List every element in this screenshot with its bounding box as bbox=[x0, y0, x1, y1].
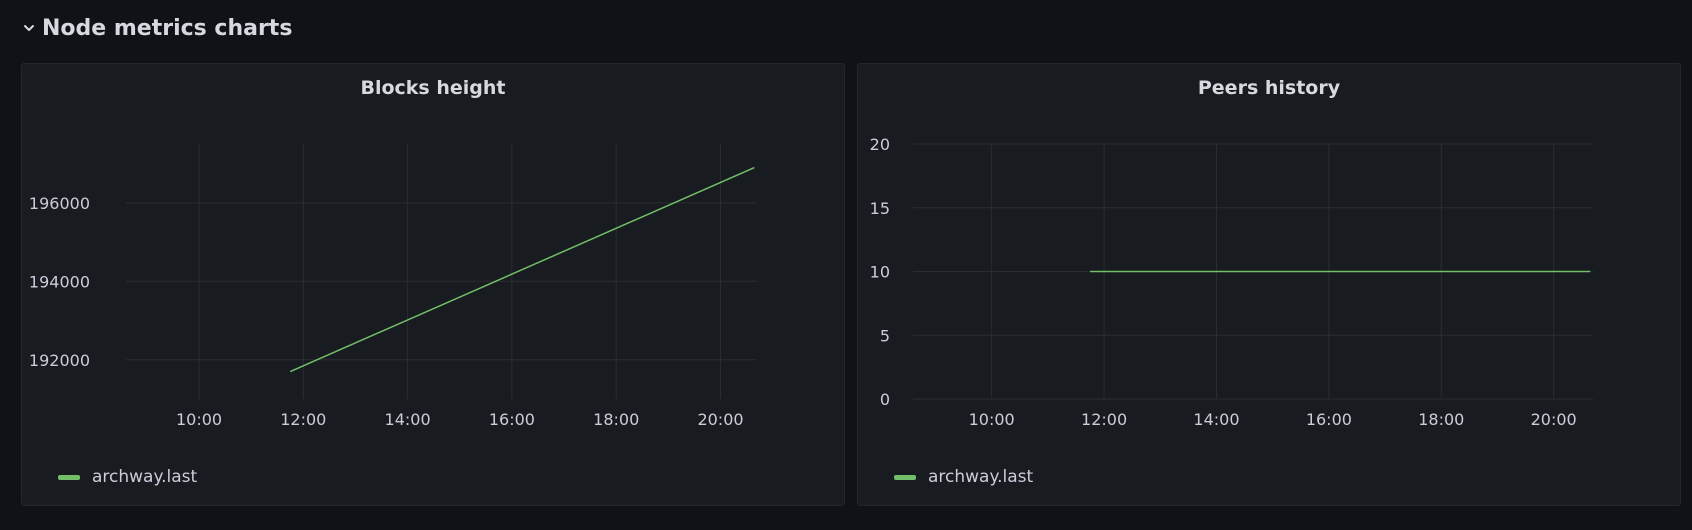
legend-label: archway.last bbox=[92, 467, 198, 487]
legend-label: archway.last bbox=[928, 467, 1034, 487]
legend-swatch bbox=[58, 474, 80, 480]
x-tick-label: 16:00 bbox=[489, 410, 535, 429]
x-tick-label: 20:00 bbox=[1531, 410, 1577, 429]
series-line bbox=[289, 166, 755, 373]
y-tick-label: 15 bbox=[870, 199, 890, 218]
x-tick-label: 12:00 bbox=[1081, 410, 1127, 429]
y-tick-label: 10 bbox=[870, 263, 890, 282]
y-tick-label: 0 bbox=[880, 390, 890, 409]
x-tick-label: 14:00 bbox=[1193, 410, 1239, 429]
row-collapse-toggle[interactable]: Node metrics charts bbox=[22, 12, 292, 44]
panel-peers-history[interactable]: Peers history 10:00 12:00 14:00 16:00 18:00 2… bbox=[857, 63, 1681, 506]
peers-history-chart: 10:00 12:00 14:00 16:00 18:00 20:00 0 5 10 15 20 bbox=[870, 135, 1593, 429]
x-tick-label: 18:00 bbox=[593, 410, 639, 429]
x-tick-label: 20:00 bbox=[697, 410, 743, 429]
y-tick-label: 5 bbox=[880, 326, 890, 345]
y-tick-label: 194000 bbox=[29, 272, 90, 291]
x-tick-label: 12:00 bbox=[280, 410, 326, 429]
x-tick-label: 10:00 bbox=[969, 410, 1015, 429]
row-title: Node metrics charts bbox=[42, 15, 293, 41]
x-tick-label: 16:00 bbox=[1306, 410, 1352, 429]
x-tick-label: 10:00 bbox=[176, 410, 222, 429]
panel-blocks-height[interactable]: Blocks height 10:00 12:00 14:00 16:00 18:00 2… bbox=[21, 63, 845, 506]
chevron-down-icon bbox=[24, 25, 34, 31]
legend-item[interactable]: archway.last bbox=[894, 467, 1033, 487]
blocks-height-chart: 10:00 12:00 14:00 16:00 18:00 20:00 192000 1940… bbox=[29, 144, 757, 429]
y-tick-label: 192000 bbox=[29, 351, 90, 370]
y-tick-label: 196000 bbox=[29, 194, 90, 213]
panel-title[interactable]: Blocks height bbox=[360, 77, 506, 99]
legend-swatch bbox=[894, 474, 916, 480]
y-tick-label: 20 bbox=[870, 135, 890, 154]
panel-title[interactable]: Peers history bbox=[1197, 77, 1341, 99]
x-tick-label: 14:00 bbox=[385, 410, 431, 429]
legend-item[interactable]: archway.last bbox=[58, 467, 197, 487]
x-tick-label: 18:00 bbox=[1418, 410, 1464, 429]
